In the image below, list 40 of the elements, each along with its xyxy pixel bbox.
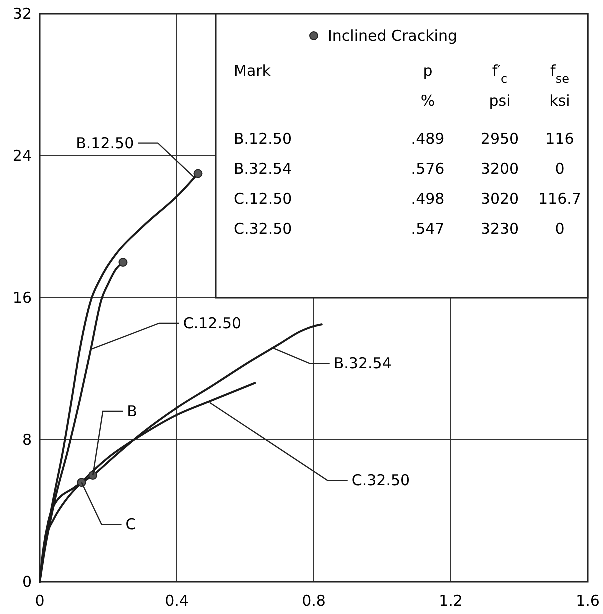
annotation: 116.7	[538, 190, 582, 208]
y-tick-label: 32	[12, 5, 32, 23]
x-tick-label: 1.2	[439, 592, 463, 610]
annotation: B.12.50	[234, 130, 292, 148]
annotation: 116	[546, 130, 574, 148]
annotation: psi	[489, 92, 511, 110]
x-tick-label: 1.6	[576, 592, 600, 610]
annotation: 3200	[480, 160, 520, 178]
annotation: ksi	[550, 92, 570, 110]
annotation: C.12.50	[183, 314, 242, 332]
annotation: 3230	[480, 220, 520, 238]
annotation: Mark	[234, 62, 272, 80]
annotation: 0	[555, 220, 565, 238]
annotation: 2950	[480, 130, 520, 148]
annotation: C.32.50	[234, 220, 292, 238]
annotation: B.32.54	[234, 160, 292, 178]
x-tick-label: 0.4	[165, 592, 189, 610]
annotation: .498	[411, 190, 445, 208]
legend-label: Inclined Cracking	[328, 27, 458, 45]
annotation: 3020	[480, 190, 520, 208]
y-tick-label: 8	[22, 431, 32, 449]
annotation: 0	[555, 160, 565, 178]
annotation: .576	[411, 160, 445, 178]
annotation: B	[127, 402, 138, 420]
annotation: .547	[411, 220, 445, 238]
annotation: .489	[411, 130, 445, 148]
annotation: p	[423, 62, 433, 80]
y-tick-label: 24	[12, 147, 32, 165]
x-tick-label: 0.8	[302, 592, 326, 610]
annotation: f′$_{c}$	[492, 62, 508, 86]
annotation: C.12.50	[234, 190, 292, 208]
y-tick-label: 0	[22, 573, 32, 591]
annotation: C	[126, 516, 136, 534]
y-tick-label: 16	[12, 289, 32, 307]
annotation: B.12.50	[76, 134, 134, 152]
annotation: B.32.54	[334, 354, 392, 373]
annotation: C.32.50	[352, 472, 410, 490]
x-tick-label: 0	[35, 592, 45, 610]
annotation: f$_{se}$	[550, 62, 570, 86]
annotation: %	[420, 92, 436, 110]
